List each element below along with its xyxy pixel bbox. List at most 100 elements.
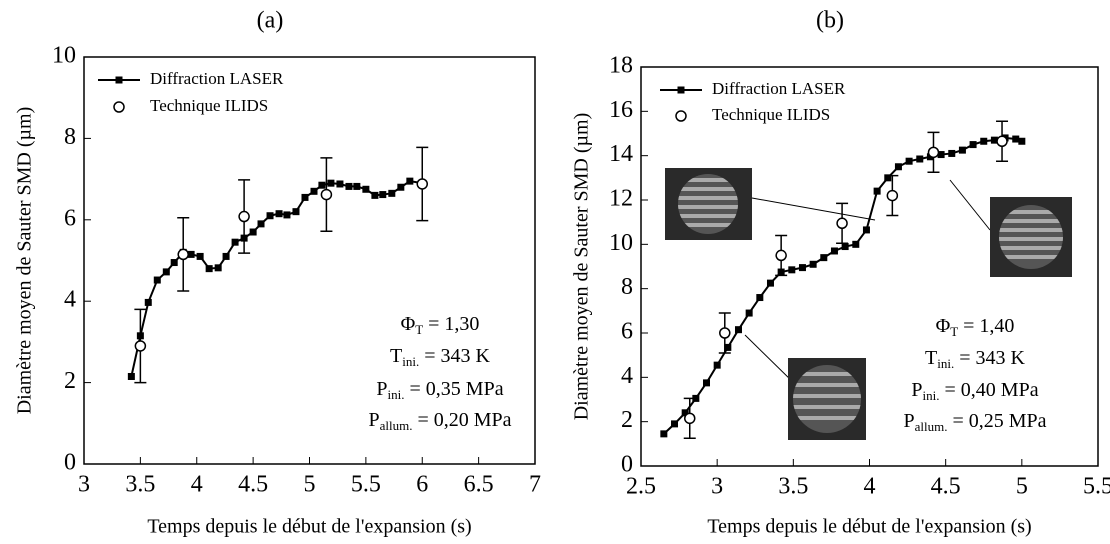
- point: [249, 228, 257, 236]
- point: [416, 178, 428, 190]
- y-tick-label: 4: [64, 287, 76, 313]
- point: [905, 157, 913, 165]
- annotation-value: = 0,35 MPa: [405, 378, 504, 400]
- point: [886, 189, 899, 202]
- point: [318, 181, 326, 189]
- y-tick-label: 2: [64, 368, 76, 394]
- point: [231, 238, 239, 246]
- point: [788, 266, 796, 274]
- point: [775, 249, 787, 262]
- x-axis-label: Temps depuis le début de l'expansion (s): [707, 516, 1031, 538]
- point: [820, 254, 828, 262]
- point: [353, 182, 361, 190]
- annotation-value: = 1,40: [958, 315, 1014, 337]
- y-tick-label: 0: [64, 450, 76, 476]
- x-tick-label: 4: [864, 474, 876, 500]
- plot-frame: [83, 56, 536, 465]
- annotation: Pallum. = 0,25 MPa: [903, 410, 1046, 434]
- point: [894, 163, 902, 171]
- annotation-symbol: P: [368, 409, 379, 431]
- leader-line: [751, 197, 876, 221]
- annotation-subscript: allum.: [380, 418, 413, 433]
- annotation-symbol: P: [376, 378, 387, 400]
- annotation-subscript: T: [950, 324, 958, 339]
- panel: (b) 2.5 3 3.5 4 4.5 5 5.5 0 2 4 6 8 10 12 14 16 18 Temps d…: [571, 8, 1110, 538]
- point: [996, 135, 1008, 148]
- point: [362, 185, 370, 193]
- point: [703, 379, 711, 387]
- annotation-subscript: ini.: [388, 387, 405, 402]
- point: [798, 264, 806, 272]
- point: [724, 343, 732, 351]
- point: [406, 177, 414, 185]
- point: [980, 137, 988, 145]
- x-tick-label: 2.5: [626, 474, 656, 500]
- y-tick-label: 2: [621, 407, 633, 433]
- annotation: Tini. = 343 K: [390, 345, 490, 369]
- y-axis-label: Diamètre moyen de Sauter SMD (µm): [571, 113, 593, 421]
- leader-line: [744, 334, 797, 386]
- point: [196, 252, 204, 260]
- leader-line: [949, 179, 991, 231]
- point: [862, 226, 870, 234]
- point: [713, 361, 721, 369]
- point: [127, 372, 135, 380]
- y-tick-label: 12: [609, 186, 633, 212]
- legend-marker: [675, 110, 687, 122]
- panel: (a) 3 3.5 4 4.5 5 5.5 6 6.5 7 0 2 4 6 8 10 Temps depuis …: [14, 8, 541, 538]
- annotation-symbol: Φ: [401, 313, 416, 335]
- x-tick-label: 4.5: [931, 474, 961, 500]
- y-tick-label: 4: [621, 363, 633, 389]
- annotation: Pallum. = 0,20 MPa: [368, 409, 511, 433]
- annotation: Pini. = 0,40 MPa: [911, 379, 1038, 403]
- point: [990, 136, 998, 144]
- insets: [665, 168, 1072, 440]
- annotation-subscript: ini.: [937, 356, 954, 371]
- point: [266, 212, 274, 220]
- chart-title: (b): [816, 8, 844, 34]
- annotation-value: = 0,40 MPa: [940, 379, 1039, 401]
- annotation: Tini. = 343 K: [925, 347, 1025, 371]
- annotation-symbol: T: [925, 347, 937, 369]
- chart-title: (a): [257, 8, 284, 34]
- point: [660, 430, 668, 438]
- point: [692, 394, 700, 402]
- y-axis-label: Diamètre moyen de Sauter SMD (µm): [14, 107, 36, 415]
- point: [320, 188, 333, 201]
- legend-marker: [677, 86, 685, 94]
- y-tick-label: 10: [52, 43, 76, 69]
- point: [852, 240, 860, 248]
- legend-label: Diffraction LASER: [712, 79, 846, 98]
- point: [671, 420, 679, 428]
- y-tick-label: 14: [609, 141, 633, 167]
- point: [170, 259, 178, 267]
- point: [766, 279, 774, 287]
- point: [283, 211, 291, 219]
- point: [379, 191, 387, 199]
- annotation: Pini. = 0,35 MPa: [376, 378, 503, 402]
- legend-label: Diffraction LASER: [150, 69, 284, 88]
- x-tick-label: 5: [304, 472, 316, 498]
- y-tick-label: 10: [609, 230, 633, 256]
- annotation-subscript: T: [415, 322, 423, 337]
- annotation: ΦT = 1,40: [936, 315, 1015, 339]
- point: [153, 276, 161, 284]
- annotation-subscript: allum.: [915, 419, 948, 434]
- x-tick-label: 4.5: [238, 472, 268, 498]
- point: [144, 298, 152, 306]
- point: [301, 193, 309, 201]
- annotation-value: = 1,30: [423, 313, 479, 335]
- point: [1012, 135, 1020, 143]
- annotation-value: = 0,20 MPa: [412, 409, 511, 431]
- point: [310, 187, 318, 195]
- point: [214, 264, 222, 272]
- point: [719, 327, 731, 339]
- legend-label: Technique ILIDS: [712, 105, 830, 124]
- annotation-symbol: P: [903, 410, 914, 432]
- legend-marker: [115, 76, 123, 84]
- point: [345, 182, 353, 190]
- y-tick-label: 8: [621, 274, 633, 300]
- point: [756, 294, 764, 302]
- point: [841, 243, 849, 251]
- x-tick-label: 4: [191, 472, 203, 498]
